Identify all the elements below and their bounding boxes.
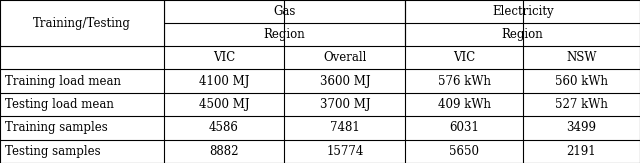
Text: Region: Region (264, 28, 305, 41)
Text: 3700 MJ: 3700 MJ (319, 98, 370, 111)
Text: 4500 MJ: 4500 MJ (198, 98, 250, 111)
Text: 8882: 8882 (209, 145, 239, 158)
Text: 409 kWh: 409 kWh (438, 98, 490, 111)
Text: Gas: Gas (273, 5, 296, 18)
Text: Overall: Overall (323, 51, 367, 64)
Text: NSW: NSW (566, 51, 596, 64)
Bar (0, 23, 164, 46)
Text: 5650: 5650 (449, 145, 479, 158)
Text: 15774: 15774 (326, 145, 364, 158)
Text: Training/Testing: Training/Testing (33, 17, 131, 30)
Text: 560 kWh: 560 kWh (555, 75, 608, 88)
Text: 3499: 3499 (566, 121, 596, 134)
Text: Testing samples: Testing samples (5, 145, 100, 158)
Text: 527 kWh: 527 kWh (555, 98, 608, 111)
Text: Testing load mean: Testing load mean (5, 98, 114, 111)
Text: 4586: 4586 (209, 121, 239, 134)
Bar (0, 0, 164, 23)
Text: Region: Region (502, 28, 543, 41)
Text: VIC: VIC (213, 51, 235, 64)
Text: 3600 MJ: 3600 MJ (319, 75, 370, 88)
Text: Electricity: Electricity (492, 5, 554, 18)
Text: VIC: VIC (453, 51, 475, 64)
Text: 2191: 2191 (566, 145, 596, 158)
Text: Training samples: Training samples (5, 121, 108, 134)
Text: 576 kWh: 576 kWh (438, 75, 490, 88)
Text: 6031: 6031 (449, 121, 479, 134)
Text: Training load mean: Training load mean (5, 75, 121, 88)
Text: 4100 MJ: 4100 MJ (199, 75, 249, 88)
Text: 7481: 7481 (330, 121, 360, 134)
